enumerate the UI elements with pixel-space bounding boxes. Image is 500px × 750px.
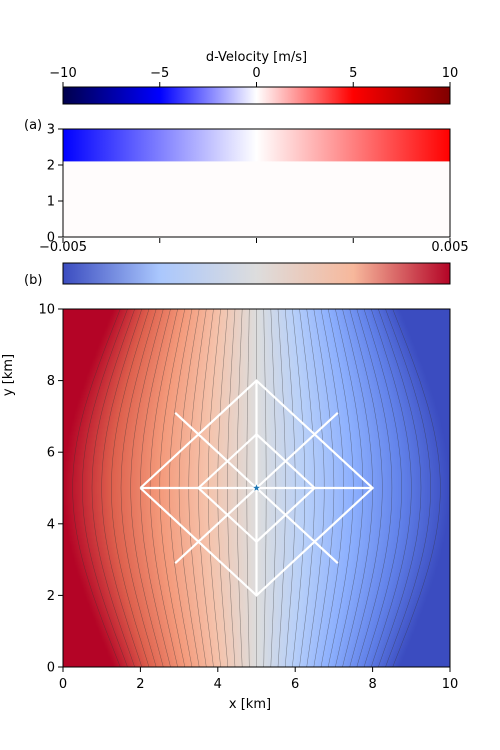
colorbar-dvelocity: d-Velocity [m/s] −10 −5 0 5 10 (49, 50, 459, 105)
contour-line (378, 309, 422, 667)
colorbar-field: −0.005 0.005 (b) (24, 238, 469, 288)
colorbar-field-tick-max: 0.005 (431, 240, 468, 255)
colorbar-dvelocity-bar (62, 86, 451, 105)
contour-line (82, 309, 128, 667)
contour-line (101, 309, 143, 667)
contour-line (111, 309, 150, 667)
contour-line (356, 309, 393, 667)
panel-b-xtick-label: 8 (368, 677, 376, 692)
colorbar-dvelocity-label: d-Velocity [m/s] (206, 50, 307, 65)
panel-a-ytick-label: 3 (47, 123, 55, 138)
panel-b: 0 2 4 6 8 10 0 2 4 6 8 10 x [km] y [km] (1, 303, 458, 713)
contour-line (385, 309, 431, 667)
panel-a-label: (a) (24, 118, 42, 133)
contour-line (370, 309, 412, 667)
colorbar-dvelocity-tick-label: 0 (252, 66, 260, 81)
panel-a-ytick-label: 2 (47, 159, 55, 174)
panel-b-xlabel: x [km] (229, 697, 271, 712)
source-star-marker (253, 484, 260, 491)
contour-line (392, 309, 441, 667)
panel-b-xtick-label: 10 (442, 677, 459, 692)
panel-b-ytick-label: 8 (47, 374, 55, 389)
contour-line (91, 309, 135, 667)
panel-b-ytick-label: 2 (47, 589, 55, 604)
colorbar-dvelocity-tick-label: 5 (349, 66, 357, 81)
panel-a-ytick-label: 1 (47, 195, 55, 210)
panel-a-frame (62, 128, 451, 238)
panel-b-ytick-label: 10 (38, 303, 55, 318)
panel-b-xtick-label: 2 (136, 677, 144, 692)
contour-line (363, 309, 402, 667)
panel-b-ytick-label: 0 (47, 661, 55, 676)
panel-a-top-layer (63, 129, 450, 162)
panel-b-ytick-label: 4 (47, 517, 55, 532)
panel-a: (a) 0 1 2 3 (24, 118, 451, 246)
panel-b-xtick-label: 4 (214, 677, 222, 692)
contour-line (72, 309, 121, 667)
panel-b-xtick-label: 6 (291, 677, 299, 692)
colorbar-dvelocity-tick-label: −10 (49, 66, 76, 81)
panel-b-ytick-label: 6 (47, 446, 55, 461)
contour-line (130, 309, 164, 667)
survey-line (139, 379, 375, 597)
colorbar-field-bar (62, 262, 451, 285)
panel-b-ylabel: y [km] (1, 354, 16, 396)
panel-b-xtick-label: 0 (59, 677, 67, 692)
colorbar-dvelocity-tick-label: 10 (442, 66, 459, 81)
colorbar-field-tick-min: −0.005 (39, 240, 87, 255)
panel-b-frame (62, 308, 451, 668)
colorbar-dvelocity-tick-label: −5 (150, 66, 169, 81)
survey-line (197, 432, 317, 544)
panel-b-label: (b) (24, 273, 42, 288)
contour-line (120, 309, 157, 667)
panel-a-ytick-label: 0 (47, 231, 55, 246)
contour-line (349, 309, 383, 667)
